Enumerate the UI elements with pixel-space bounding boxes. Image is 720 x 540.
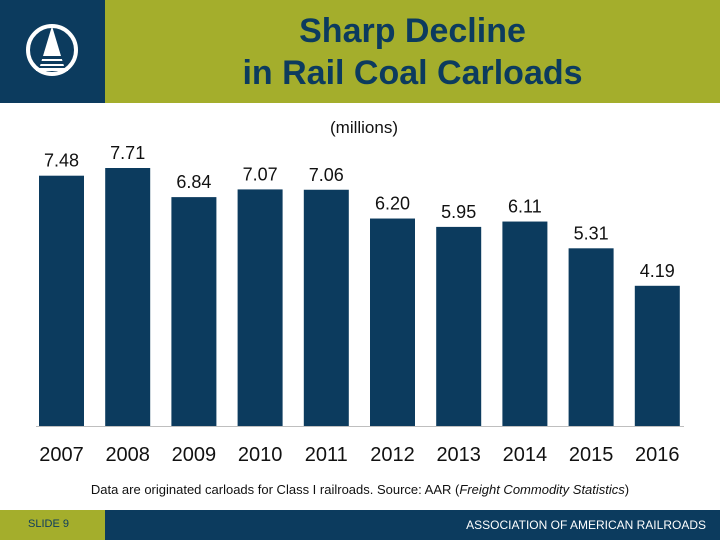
bar-2010 bbox=[237, 189, 283, 426]
data-label-2016: 4.19 bbox=[640, 261, 675, 281]
footer-org-panel: ASSOCIATION OF AMERICAN RAILROADS bbox=[105, 510, 720, 540]
x-tick-label-2015: 2015 bbox=[569, 444, 614, 466]
title-banner: Sharp Decline in Rail Coal Carloads bbox=[105, 0, 720, 103]
title-line-1: Sharp Decline bbox=[299, 12, 526, 50]
units-label: (millions) bbox=[330, 118, 398, 137]
data-label-2012: 6.20 bbox=[375, 194, 410, 214]
x-tick-label-2009: 2009 bbox=[172, 444, 217, 466]
x-tick-label-2013: 2013 bbox=[436, 444, 481, 466]
x-tick-label-2011: 2011 bbox=[305, 444, 348, 466]
bar-2016 bbox=[634, 285, 680, 426]
bar-2009 bbox=[171, 197, 217, 426]
data-label-2009: 6.84 bbox=[176, 172, 211, 192]
data-label-2008: 7.71 bbox=[110, 143, 145, 163]
source-footnote: Data are originated carloads for Class I… bbox=[0, 482, 720, 497]
bar-2011 bbox=[303, 189, 349, 426]
x-tick-label-2012: 2012 bbox=[370, 444, 415, 466]
data-label-2007: 7.48 bbox=[44, 151, 79, 171]
aar-logo-icon bbox=[26, 24, 78, 76]
bar-2012 bbox=[370, 218, 415, 426]
slide-number: SLIDE 9 bbox=[28, 518, 69, 530]
x-tick-label-2010: 2010 bbox=[238, 444, 283, 466]
bar-chart: 7.48 2007 7.71 2008 6.84 2009 7.07 2010 7.06 2011… bbox=[36, 143, 684, 466]
x-tick-label-2008: 2008 bbox=[105, 444, 150, 466]
footnote-close: ) bbox=[624, 482, 630, 497]
data-label-2010: 7.07 bbox=[243, 164, 278, 184]
data-label-2013: 5.95 bbox=[441, 202, 476, 222]
slide-title: Sharp Decline in Rail Coal Carloads bbox=[105, 10, 720, 94]
footnote-text: Data are originated carloads for Class I… bbox=[90, 482, 460, 497]
x-tick-label-2016: 2016 bbox=[635, 444, 680, 466]
x-tick-label-2007: 2007 bbox=[39, 444, 84, 466]
logo-panel bbox=[0, 0, 105, 103]
title-line-2: in Rail Coal Carloads bbox=[242, 54, 583, 92]
footer-slide-panel: SLIDE 9 bbox=[0, 510, 105, 540]
data-label-2015: 5.31 bbox=[574, 223, 609, 243]
bar-2007 bbox=[39, 175, 84, 426]
bar-2015 bbox=[568, 248, 614, 426]
data-label-2011: 7.06 bbox=[309, 165, 344, 185]
organization-name: ASSOCIATION OF AMERICAN RAILROADS bbox=[466, 518, 706, 532]
data-label-2014: 6.11 bbox=[508, 197, 542, 217]
footnote-source-title: Freight Commodity Statistics bbox=[459, 482, 625, 497]
bar-2014 bbox=[502, 221, 548, 426]
x-tick-label-2014: 2014 bbox=[503, 444, 548, 466]
bar-2008 bbox=[105, 168, 151, 426]
bar-2013 bbox=[436, 226, 482, 426]
